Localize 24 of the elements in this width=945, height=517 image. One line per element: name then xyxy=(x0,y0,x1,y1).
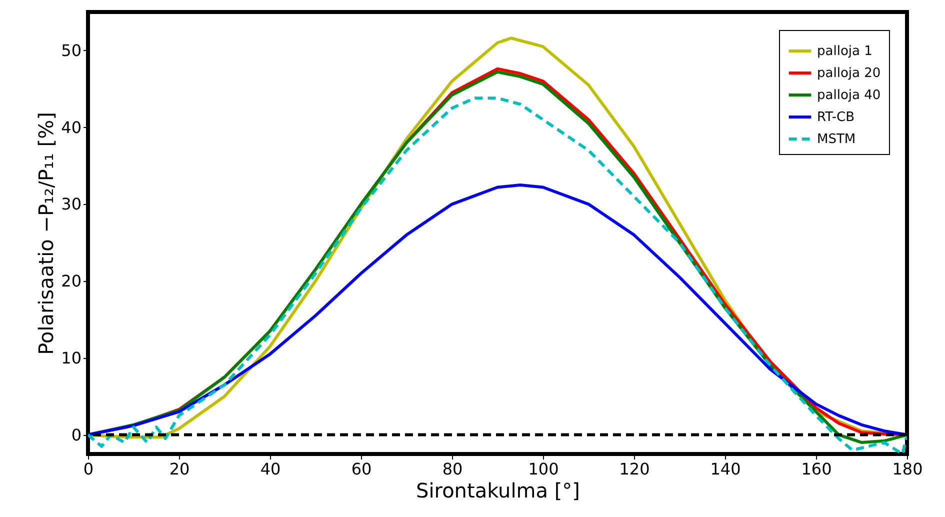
x-tick-label: 80 xyxy=(442,460,463,478)
legend-label: palloja 1 xyxy=(817,44,872,59)
x-tick-label: 160 xyxy=(801,460,832,478)
x-tick-label: 100 xyxy=(528,460,559,478)
x-tick-label: 40 xyxy=(260,460,281,478)
y-axis-title: Polarisaatio −P₁₂/P₁₁ [%] xyxy=(34,112,58,355)
x-tick-label: 140 xyxy=(710,460,741,478)
line-series xyxy=(88,183,907,436)
y-tick-label: 40 xyxy=(61,118,82,137)
legend-label: RT-CB xyxy=(817,110,855,125)
y-tick-label: 20 xyxy=(61,272,82,291)
y-tick-label: 30 xyxy=(61,194,82,214)
x-tick-label: 120 xyxy=(619,460,650,478)
x-axis-title: Sirontakulma [°] xyxy=(416,478,580,502)
y-tick-label: 50 xyxy=(61,40,82,60)
legend-label: palloja 40 xyxy=(817,88,881,103)
x-tick-label: 180 xyxy=(892,460,923,478)
y-tick-label: 0 xyxy=(71,425,82,444)
x-tick-label: 20 xyxy=(169,460,190,478)
legend-label: MSTM xyxy=(817,132,856,147)
x-tick-label: 60 xyxy=(351,460,372,478)
x-tick-label: 0 xyxy=(83,460,94,478)
y-tick-label: 10 xyxy=(61,348,82,368)
legend-label: palloja 20 xyxy=(817,66,881,81)
